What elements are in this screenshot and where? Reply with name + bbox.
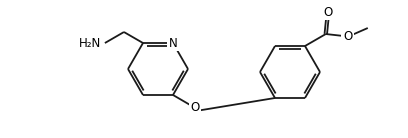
- Text: O: O: [191, 101, 200, 115]
- Text: N: N: [169, 37, 177, 50]
- Text: O: O: [343, 30, 353, 43]
- Text: H₂N: H₂N: [79, 37, 101, 50]
- Text: O: O: [323, 6, 333, 18]
